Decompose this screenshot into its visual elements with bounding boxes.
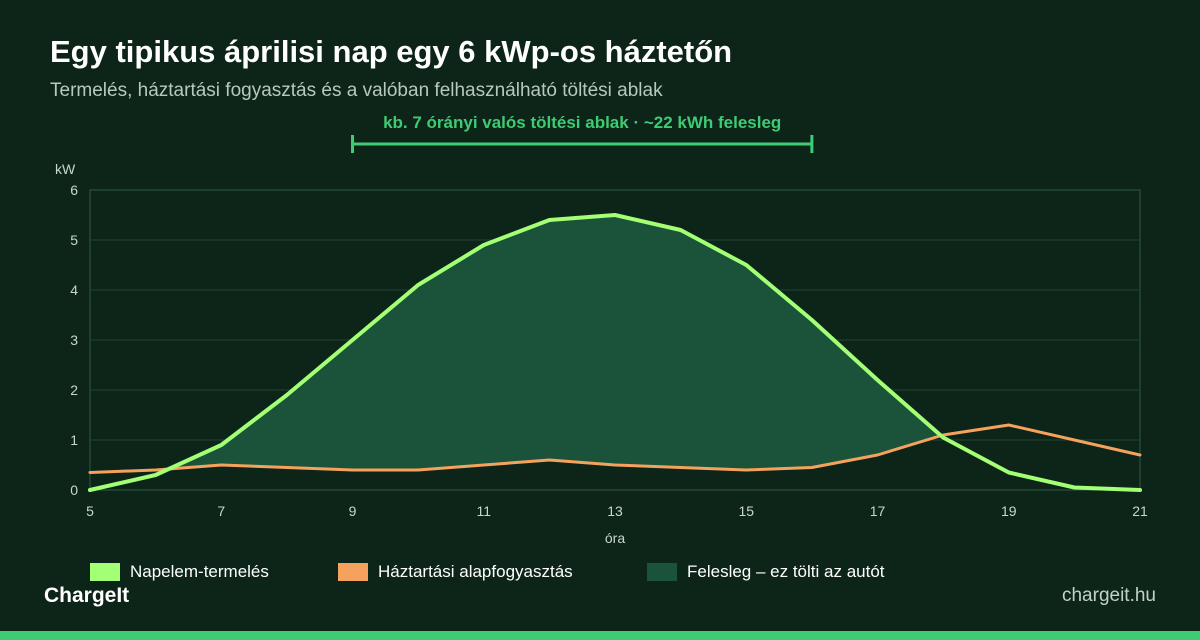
y-axis-label: kW — [55, 161, 76, 177]
y-tick-label: 5 — [70, 232, 78, 248]
website-domain: chargeit.hu — [1061, 585, 1156, 606]
legend-label-consumption: Háztartási alapfogyasztás — [378, 562, 573, 581]
y-tick-label: 1 — [70, 432, 78, 448]
x-tick-label: 9 — [349, 503, 357, 519]
x-axis-label: óra — [605, 530, 625, 546]
charging-window-label: kb. 7 órányi valós töltési ablak · ~22 k… — [383, 113, 781, 132]
y-tick-label: 2 — [70, 382, 78, 398]
legend-label-surplus: Felesleg – ez tölti az autót — [687, 562, 885, 581]
legend-swatch-consumption — [338, 563, 368, 581]
y-tick-label: 4 — [70, 282, 78, 298]
legend-label-production: Napelem-termelés — [130, 562, 269, 581]
y-tick-label: 0 — [70, 482, 78, 498]
x-tick-label: 19 — [1001, 503, 1017, 519]
y-tick-label: 3 — [70, 332, 78, 348]
production-line — [88, 213, 1142, 492]
brand-logo: ChargeIt — [44, 584, 130, 607]
legend-item-production: Napelem-termelés — [90, 562, 269, 582]
chart-title: Egy tipikus áprilisi nap egy 6 kWp-os há… — [50, 34, 733, 69]
bottom-accent-bar — [0, 631, 1200, 640]
x-tick-label: 15 — [738, 503, 754, 519]
surplus-area — [168, 215, 942, 470]
consumption-line — [88, 423, 1142, 474]
x-tick-label: 21 — [1132, 503, 1148, 519]
x-tick-label: 11 — [476, 503, 491, 519]
x-tick-label: 7 — [217, 503, 225, 519]
y-tick-label: 6 — [70, 182, 78, 198]
legend-swatch-surplus — [647, 563, 677, 581]
legend-item-consumption: Háztartási alapfogyasztás — [338, 562, 573, 582]
x-tick-label: 13 — [607, 503, 623, 519]
x-tick-label: 5 — [86, 503, 94, 519]
legend-swatch-production — [90, 563, 120, 581]
x-tick-label: 17 — [870, 503, 886, 519]
chart-area: 0 1 2 3 4 5 6 5 7 9 11 13 15 17 19 21 kW óra kb. 7 órányi … — [55, 113, 1148, 546]
chart-subtitle: Termelés, háztartási fogyasztás és a val… — [50, 80, 663, 101]
legend-item-surplus: Felesleg – ez tölti az autót — [647, 562, 885, 582]
